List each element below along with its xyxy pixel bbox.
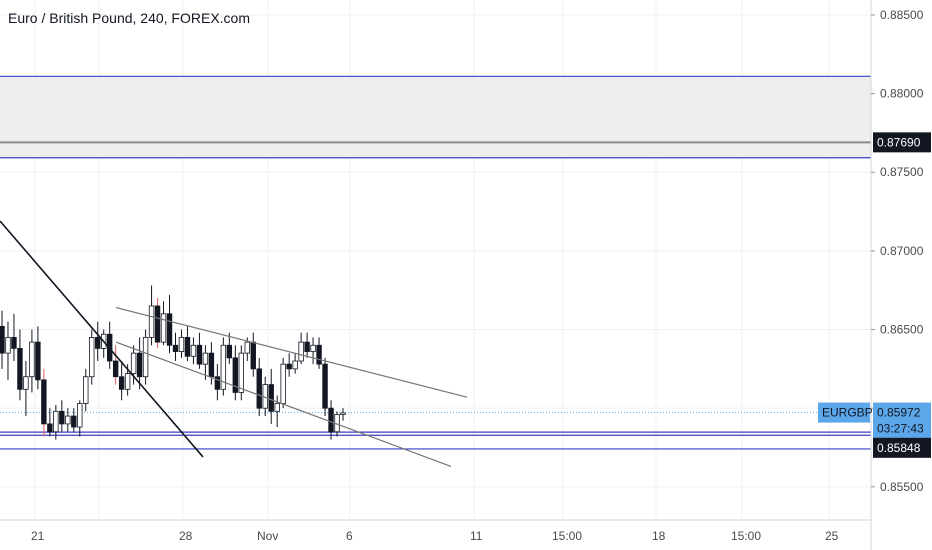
candle-body [136,352,143,378]
time-tick-label: 18 [652,529,666,543]
resistance-zone [0,76,871,158]
candle-body [304,341,310,352]
candle-body [35,341,41,381]
price-marker-label: 0.85972 [877,406,921,420]
candle-body [178,337,185,352]
price-tick-label: 0.88500 [880,8,924,22]
candle-body [196,344,203,365]
price-tick-label: 0.85500 [880,480,924,494]
price-marker-label: 0.87690 [877,135,921,149]
time-tick-label: 11 [470,529,483,543]
candle-body [310,344,316,352]
trend-line [0,220,204,458]
candle-body [298,341,304,362]
candle-body [256,368,262,409]
candle-body [166,313,173,346]
price-marker-badge [873,437,931,458]
candle-body [89,337,95,378]
candle-body [322,363,328,409]
candle-body [47,423,53,433]
candle-body [268,384,274,412]
candle-body [0,325,5,354]
candle-body [280,363,286,404]
candle-body [220,344,227,390]
candle-body [148,305,155,338]
candle-body [190,344,197,357]
price-tick-label: 0.86500 [880,323,924,337]
candle-body [53,410,59,433]
time-tick-label: 28 [179,529,193,543]
candle-body [184,337,191,357]
candle-body [11,337,17,349]
time-tick-label: 21 [31,529,45,543]
trend-line [115,341,452,467]
candle-body [95,337,101,349]
candle-body [29,341,35,378]
price-marker-badge [818,402,870,423]
candle-body [250,341,256,370]
time-tick-label: 6 [346,529,353,543]
price-marker-label: 0.85848 [877,441,921,455]
price-tick-label: 0.88000 [880,87,924,101]
price-marker-label: EURGBP [822,406,873,420]
time-tick-label: 25 [825,529,839,543]
candle-body [316,344,322,365]
time-tick-label: 15:00 [731,529,761,543]
candle-body [340,412,346,415]
candle-body [71,415,77,428]
candle-body [130,352,137,374]
candle-body [142,337,149,378]
price-marker-badge [873,402,931,423]
candle-body [124,373,131,390]
candle-body [17,348,23,390]
candle-body [214,376,221,390]
candle-body [238,352,244,393]
candle-body [83,376,89,404]
candle-body [77,403,83,428]
candle-body [172,344,179,352]
candle-body [274,403,280,412]
candle-body [41,379,47,425]
price-marker-badge [873,418,931,439]
candle-body [244,341,250,354]
price-axis-panel [871,0,932,550]
trend-line [115,306,468,398]
candle-body [208,352,215,378]
time-tick-label: 15:00 [552,529,582,543]
candle-body [118,376,125,390]
candle-body [5,337,11,354]
price-tick-label: 0.87500 [880,165,924,179]
candle-body [65,415,71,425]
candle-body [160,313,167,343]
price-tick-label: 0.87000 [880,244,924,258]
candle-body [154,305,161,343]
time-tick-label: Nov [257,529,278,543]
candle-body [328,407,334,433]
candle-body [292,360,298,370]
candle-body [59,410,65,425]
chart-title: Euro / British Pound, 240, FOREX.com [8,10,250,26]
price-marker-label: 03:27:43 [877,421,924,435]
candle-body [286,363,292,370]
price-marker-badge [873,132,931,153]
candle-body [226,344,233,359]
candle-body [23,376,29,390]
candle-body [232,357,239,393]
candle-body [202,352,209,365]
candle-body [112,360,119,378]
